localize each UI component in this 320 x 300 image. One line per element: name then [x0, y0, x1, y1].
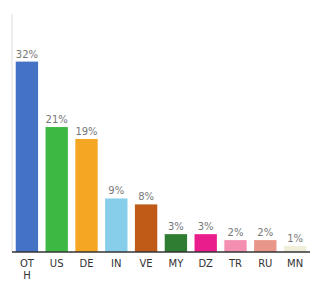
data-label: 19%	[75, 126, 97, 137]
data-label: 8%	[138, 191, 154, 202]
x-tick-label: US	[50, 258, 64, 269]
data-label: 2%	[228, 227, 244, 238]
data-label: 1%	[287, 233, 303, 244]
x-tick-label: OTH	[20, 258, 35, 281]
bar	[224, 240, 246, 252]
bar	[195, 234, 217, 252]
data-label: 3%	[198, 221, 214, 232]
x-tick-label: TR	[228, 258, 242, 269]
chart-svg: 32% 21% 19% 9% 8% 3% 3% 2% 2% 1% OTH US DE IN VE MY DZ TR…	[0, 0, 320, 300]
bar	[135, 204, 157, 252]
data-label: 3%	[168, 221, 184, 232]
bars	[16, 62, 307, 252]
chart-container: 32% 21% 19% 9% 8% 3% 3% 2% 2% 1% OTH US DE IN VE MY DZ TR…	[0, 0, 320, 300]
bar	[284, 246, 306, 252]
bar	[165, 234, 187, 252]
data-label: 9%	[108, 185, 124, 196]
x-tick-label: MN	[287, 258, 303, 269]
bar	[254, 240, 276, 252]
x-tick-label: RU	[258, 258, 272, 269]
x-tick-label: IN	[111, 258, 121, 269]
bar	[105, 198, 127, 252]
x-tick-label: VE	[140, 258, 153, 269]
x-tick-label: DZ	[198, 258, 213, 269]
bar	[46, 127, 68, 252]
y-axis-line	[12, 14, 13, 252]
data-label: 32%	[16, 49, 38, 60]
bar	[16, 62, 38, 252]
data-label: 21%	[46, 114, 68, 125]
data-label: 2%	[257, 227, 273, 238]
x-axis-line	[12, 251, 310, 253]
x-tick-label: MY	[169, 258, 185, 269]
bar	[75, 139, 97, 252]
x-tick-label: DE	[79, 258, 93, 269]
